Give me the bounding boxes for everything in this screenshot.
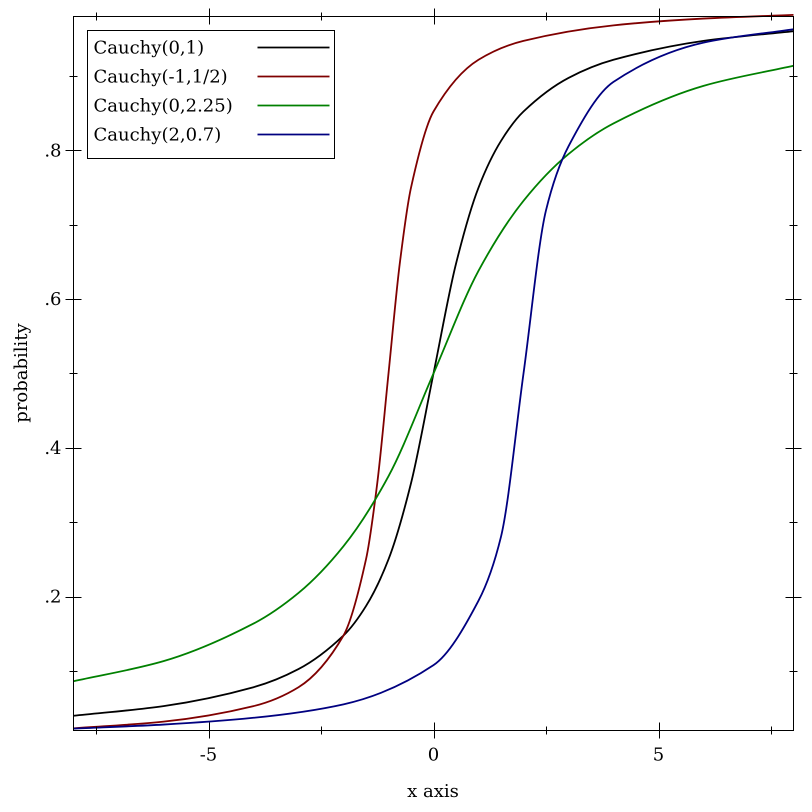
legend-label-3: Cauchy(2,0.7) [94,125,222,146]
legend-label-2: Cauchy(0,2.25) [94,96,233,117]
tick-labels: -5 0 5 .2 .4 .6 .8 [44,140,664,765]
y-tick-label: .4 [44,438,61,459]
y-tick-label: .2 [44,587,61,608]
legend-label-0: Cauchy(0,1) [94,38,205,59]
legend-box [87,30,335,159]
x-tick-label: 0 [428,745,439,766]
x-tick-label: 5 [653,745,664,766]
series-line-2 [73,64,794,683]
x-tick-label: -5 [200,745,218,766]
axis-ticks [65,8,802,739]
legend-label-1: Cauchy(-1,1/2) [94,67,228,88]
series-curves [73,13,794,730]
series-line-3 [73,28,794,730]
y-axis-label: probability [11,322,32,422]
y-tick-label: .6 [44,289,61,310]
y-tick-label: .8 [44,140,61,161]
legend: Cauchy(0,1) Cauchy(-1,1/2) Cauchy(0,2.25) C… [87,30,335,159]
x-axis-label: x axis [407,781,459,802]
series-line-1 [73,13,794,730]
